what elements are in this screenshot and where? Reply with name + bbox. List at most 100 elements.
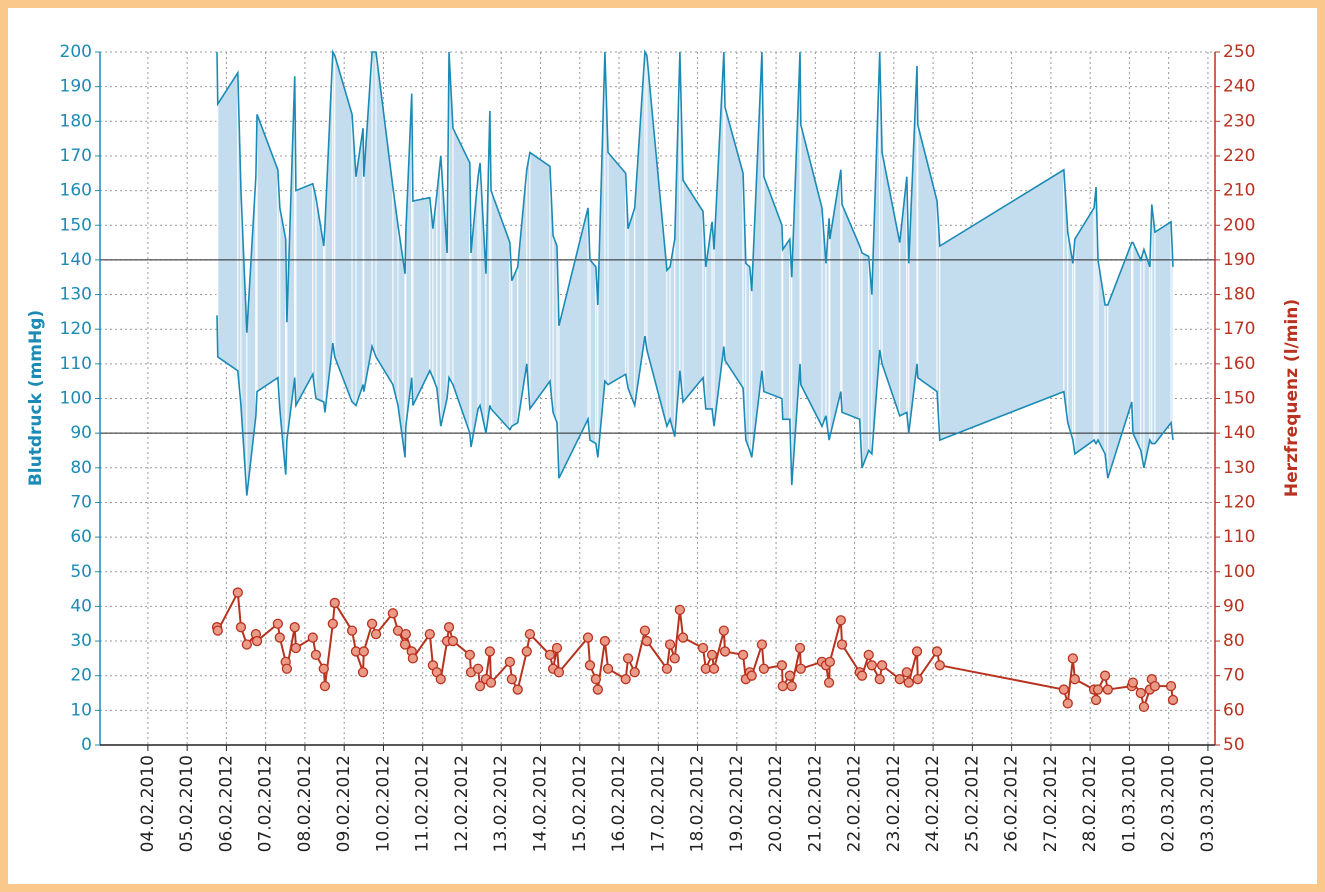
x-tick-label: 12.02.2012 [452,755,472,852]
heart-rate-point [318,663,329,674]
x-tick-label: 10.02.2012 [373,755,393,852]
heart-rate-point [874,674,885,685]
y2-tick-label: 160 [1223,354,1255,374]
heart-rate-point [274,632,285,643]
x-tick-label: 16.02.2012 [609,755,629,852]
heart-rate-point [602,663,614,674]
heart-rate-point [524,628,536,640]
heart-rate-point [370,628,382,640]
range-band [1154,220,1172,446]
heart-rate-point [212,625,223,636]
heart-rate-point [584,660,596,671]
heart-rate-point [464,649,475,661]
x-tick-label: 09.02.2012 [334,755,354,852]
heart-rate-point [708,663,720,674]
x-tick-label: 24.02.2012 [923,755,943,852]
heart-rate-point [327,618,338,629]
heart-rate-point [661,663,673,674]
heart-rate-point [1102,684,1113,695]
heart-rate-point [776,660,788,671]
heart-rate-point [592,684,603,695]
heart-rate-point [1058,684,1069,695]
heart-rate-point [424,628,435,640]
y2-axis-label: Herzfrequenz (l/min) [1282,299,1302,497]
heart-rate-point [599,635,611,647]
range-band [371,51,377,358]
x-tick-label: 04.02.2010 [138,755,158,852]
y-tick-label: 100 [60,389,92,409]
y2-tick-label: 250 [1223,42,1255,62]
heart-rate-point [620,674,631,685]
y-tick-label: 40 [70,596,92,616]
heart-rate-point [1138,701,1150,713]
x-tick-label: 11.02.2012 [413,755,433,852]
range-band [295,182,314,406]
heart-rate-point [310,649,322,661]
series-line [216,49,1174,333]
heart-rate-point [290,642,302,654]
heart-rate-point [1099,670,1111,681]
heart-rate-point [622,653,634,664]
heart-rate-point [719,646,731,657]
y2-tick-label: 220 [1223,146,1255,166]
x-tick-label: 28.02.2012 [1080,755,1100,852]
heart-rate-point [824,656,836,667]
heart-rate-point [504,656,516,667]
x-tick-label: 13.02.2012 [491,755,511,852]
range-band [436,155,442,427]
y-tick-label: 10 [70,700,92,720]
y-tick-label: 130 [60,285,92,305]
x-tick-label: 01.03.2010 [1119,755,1139,852]
heart-rate-point [319,680,331,692]
x-tick-label: 21.02.2012 [805,755,825,852]
heart-rate-point [901,667,912,678]
range-band [1074,206,1095,455]
heart-rate-point [1149,680,1161,692]
x-tick-label: 03.03.2010 [1198,755,1218,852]
heart-rate-point [357,667,369,678]
y2-tick-label: 140 [1223,423,1255,443]
range-band [552,235,558,423]
y2-tick-label: 70 [1223,666,1245,686]
heart-rate-point [435,674,446,685]
range-band [1143,249,1151,468]
heart-rate-point [911,646,923,657]
y2-tick-label: 230 [1223,111,1255,131]
y2-tick-label: 170 [1223,319,1255,339]
y-tick-label: 190 [60,77,92,97]
y2-tick-label: 120 [1223,492,1255,512]
heart-rate-point [485,677,497,688]
heart-rate-point [894,674,905,685]
heart-rate-point [281,663,293,674]
heart-rate-point [512,684,523,695]
heart-rate-point [863,649,874,661]
heart-rate-point [664,639,676,650]
heart-rate-point [1092,684,1104,695]
x-tick-label: 23.02.2012 [884,755,904,852]
y-tick-label: 60 [70,527,92,547]
y-tick-label: 170 [60,146,92,166]
range-band [669,239,676,437]
x-tick-label: 27.02.2012 [1041,755,1061,852]
heart-rate-point [251,635,263,647]
heart-rate-point [931,646,943,657]
y2-tick-label: 200 [1223,215,1255,235]
heart-rate-point [590,674,602,685]
range-band [607,151,627,386]
x-tick-label: 05.02.2010 [177,755,197,852]
y-tick-label: 160 [60,181,92,201]
heart-rate-point [746,670,757,681]
range-band [782,237,791,420]
heart-rate-point [706,649,718,661]
x-tick-label: 17.02.2012 [648,755,668,852]
y2-tick-label: 100 [1223,562,1255,582]
x-tick-label: 26.02.2012 [1002,755,1022,852]
range-band [529,151,551,411]
range-band [745,262,751,451]
heart-rate-point [876,660,888,671]
heart-rate-point [1069,674,1080,685]
heart-rate-point [697,642,709,654]
x-tick-label: 08.02.2012 [295,755,315,852]
range-band [682,178,704,404]
